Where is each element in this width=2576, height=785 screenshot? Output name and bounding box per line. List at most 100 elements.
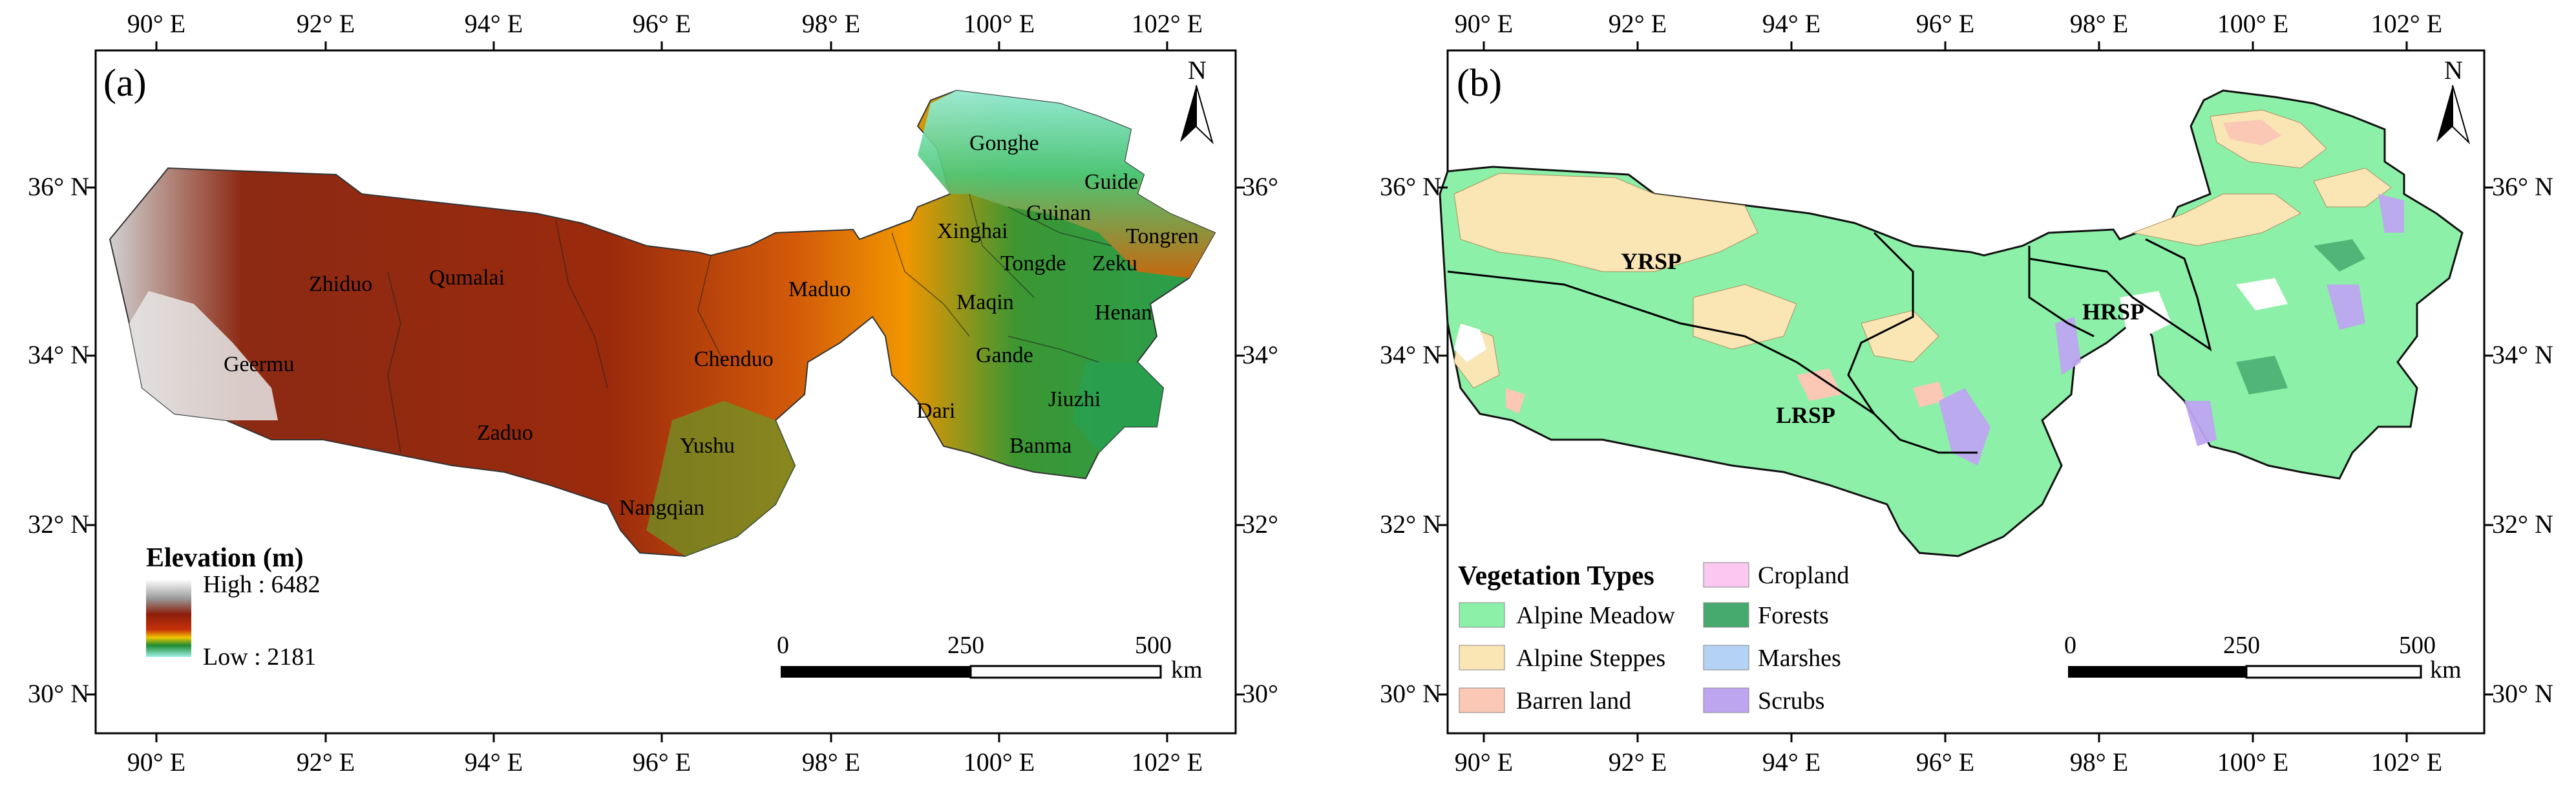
svg-text:30° N: 30° N (1380, 679, 1441, 708)
vegetation-legend: Vegetation Types Alpine Meadow Alpine St… (1458, 561, 1849, 715)
place-banma: Banma (1009, 434, 1072, 458)
vegetation-unclassified (1454, 278, 2288, 362)
svg-text:32° N: 32° N (2492, 510, 2553, 539)
place-nangqian: Nangqian (619, 496, 704, 520)
svg-text:36° N: 36° N (2492, 172, 2553, 201)
legend-barren-land: Barren land (1516, 687, 1631, 715)
svg-text:96° E: 96° E (633, 747, 691, 777)
legend-alpine-meadow: Alpine Meadow (1516, 602, 1675, 629)
lat-labels-b-left: 36° N 34° N 32° N 30° N (1380, 172, 1441, 708)
place-geermu: Geermu (224, 352, 295, 376)
legend-alpine-steppes: Alpine Steppes (1516, 645, 1665, 672)
svg-text:90° E: 90° E (127, 9, 185, 38)
svg-text:30°: 30° (1242, 679, 1278, 708)
panel-b-label: (b) (1457, 61, 1502, 104)
svg-text:94° E: 94° E (1762, 9, 1821, 38)
north-arrow-b-letter: N (2444, 56, 2463, 85)
lon-labels-b-bottom: 90° E 92° E 94° E 96° E 98° E 100° E 102… (1455, 747, 2442, 777)
place-tongren: Tongren (1126, 224, 1199, 248)
lon-labels-a-top: 90° E 92° E 94° E 96° E 98° E 100° E 102… (127, 9, 1203, 38)
subregion-boundaries (1447, 231, 2212, 454)
svg-text:100° E: 100° E (964, 9, 1035, 38)
ticks-a (87, 41, 1245, 742)
scalebar-a-250: 250 (947, 632, 984, 659)
legend-marshes: Marshes (1758, 645, 1841, 672)
place-henan: Henan (1095, 301, 1152, 325)
lat-labels-a-right: 36° 34° 32° 30° (1242, 172, 1278, 708)
legend-cropland: Cropland (1758, 562, 1849, 589)
low-elevation-north (918, 91, 1215, 278)
scalebar-b-500: 500 (2399, 632, 2436, 659)
ticks-b (1439, 41, 2493, 742)
place-jiuzhi: Jiuzhi (1048, 387, 1101, 411)
place-tongde: Tongde (1000, 252, 1066, 275)
svg-text:90° E: 90° E (127, 747, 185, 777)
place-maduo: Maduo (788, 277, 850, 301)
svg-text:98° E: 98° E (2070, 747, 2128, 777)
region-lrsp: LRSP (1776, 402, 1835, 428)
vegetation-legend-title: Vegetation Types (1458, 561, 1654, 591)
scalebar-b-250: 250 (2223, 632, 2260, 659)
place-dari: Dari (916, 399, 955, 423)
elevation-legend-title: Elevation (m) (146, 543, 304, 573)
north-arrow-a-shape (1180, 85, 1196, 142)
elevation-legend-high: High : 6482 (203, 571, 321, 598)
place-yushu: Yushu (680, 434, 735, 458)
place-chenduo: Chenduo (694, 347, 774, 371)
svg-text:92° E: 92° E (297, 9, 355, 38)
place-gonghe: Gonghe (969, 131, 1039, 155)
scalebar-b-0: 0 (2064, 632, 2076, 659)
svg-text:96° E: 96° E (1916, 9, 1974, 38)
svg-text:100° E: 100° E (964, 747, 1035, 777)
legend-scrubs: Scrubs (1758, 687, 1824, 715)
scalebar-b-unit: km (2430, 656, 2462, 683)
lat-labels-b-right: 36° N 34° N 32° N 30° N (2492, 172, 2553, 708)
svg-text:34°: 34° (1242, 340, 1278, 369)
scalebar-a-0: 0 (777, 632, 789, 659)
svg-text:94° E: 94° E (1762, 747, 1821, 777)
svg-text:34° N: 34° N (1380, 340, 1441, 369)
north-arrow-a-letter: N (1188, 56, 1207, 85)
place-qumalai: Qumalai (429, 266, 505, 290)
place-zeku: Zeku (1092, 252, 1137, 275)
green-valleys-south (646, 401, 795, 556)
svg-text:92° E: 92° E (297, 747, 355, 777)
legend-forests: Forests (1758, 602, 1829, 629)
place-xinghai: Xinghai (937, 219, 1008, 243)
county-boundaries (387, 193, 1112, 453)
lat-labels-a-left: 36° N 34° N 32° N 30° N (28, 172, 89, 708)
svg-text:30° N: 30° N (28, 679, 89, 708)
svg-text:30° N: 30° N (2492, 679, 2553, 708)
svg-text:102° E: 102° E (1132, 9, 1203, 38)
place-labels: Gonghe Guide Guinan Xinghai Tongren Tong… (224, 131, 1199, 520)
place-zaduo: Zaduo (477, 421, 533, 445)
svg-text:102° E: 102° E (2371, 9, 2442, 38)
svg-text:36° N: 36° N (28, 172, 89, 201)
svg-text:102° E: 102° E (2371, 747, 2442, 777)
svg-text:98° E: 98° E (802, 9, 860, 38)
place-zhiduo: Zhiduo (309, 272, 372, 296)
elevation-legend-low: Low : 2181 (203, 643, 316, 671)
place-guide: Guide (1084, 170, 1138, 194)
svg-text:98° E: 98° E (2070, 9, 2128, 38)
place-guinan: Guinan (1026, 201, 1091, 225)
panel-a-label: (a) (103, 61, 147, 104)
svg-text:102° E: 102° E (1132, 747, 1203, 777)
svg-text:98° E: 98° E (802, 747, 860, 777)
svg-text:36°: 36° (1242, 172, 1278, 201)
green-valleys-southeast (1073, 362, 1163, 453)
svg-text:96° E: 96° E (633, 9, 691, 38)
svg-text:90° E: 90° E (1455, 747, 1513, 777)
region-hrsp: HRSP (2082, 299, 2144, 325)
north-arrow-a: N (1180, 56, 1214, 145)
svg-text:32°: 32° (1242, 510, 1278, 539)
scalebar-a: 0 250 500 km (777, 632, 1203, 683)
svg-text:34° N: 34° N (28, 340, 89, 369)
vegetation-forests (2236, 239, 2365, 394)
lon-labels-b-top: 90° E 92° E 94° E 96° E 98° E 100° E 102… (1455, 9, 2442, 38)
high-peaks-west (129, 291, 278, 420)
svg-text:32° N: 32° N (28, 510, 89, 539)
svg-text:94° E: 94° E (465, 747, 523, 777)
region-labels: YRSP LRSP HRSP (1621, 248, 2144, 428)
